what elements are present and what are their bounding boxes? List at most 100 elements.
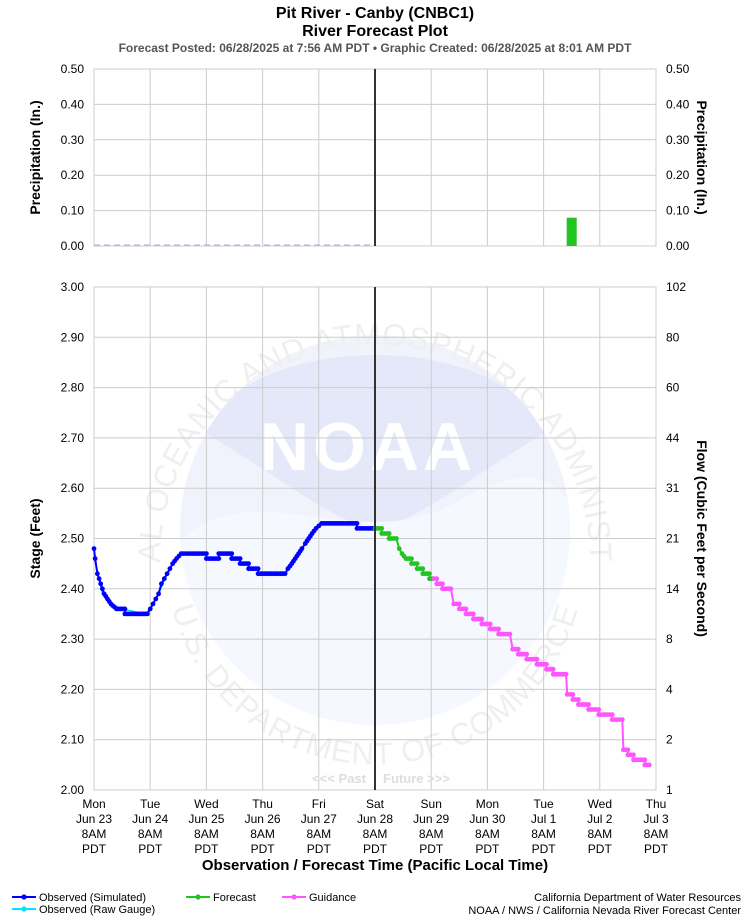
series-point-guidance	[576, 697, 581, 702]
stage-panel: 2.00 2.10 2.20 2.30 2.40 2.50 2.60 2.70 2.80 2.90…	[27, 280, 710, 874]
legend-label-guidance: Guidance	[309, 892, 356, 904]
series-point-observed_sim	[96, 576, 102, 582]
series-point-observed_sim	[246, 561, 252, 566]
x-tick-label: Thu	[646, 797, 667, 811]
series-point-guidance	[524, 651, 530, 657]
precip-bar	[566, 217, 577, 246]
series-point-observed_sim	[237, 556, 243, 561]
chart-subtitle: River Forecast Plot	[302, 23, 449, 40]
noaa-watermark-wave	[180, 477, 570, 725]
series-point-observed_sim	[100, 586, 105, 592]
x-tick-label: PDT	[644, 842, 669, 856]
x-tick-label: 8AM	[363, 827, 388, 841]
series-point-guidance	[642, 757, 648, 763]
series-point-guidance	[456, 601, 462, 607]
series-point-observed_sim	[145, 611, 150, 617]
series-point-guidance	[440, 581, 445, 587]
series-point-forecast	[420, 566, 426, 572]
x-tick-label: Jul 3	[643, 812, 669, 826]
stage-ytick-left: 2.90	[61, 330, 85, 344]
series-point-guidance	[471, 611, 476, 617]
series-point-observed_sim	[91, 546, 97, 551]
series-point-observed_sim	[164, 571, 170, 577]
series-point-guidance	[625, 747, 631, 753]
x-tick-label: PDT	[307, 842, 332, 856]
legend-marker-forecast	[195, 894, 201, 900]
series-point-guidance	[563, 671, 569, 677]
series-point-guidance	[507, 631, 513, 637]
x-tick-label: Sun	[421, 797, 442, 811]
x-tick-label: PDT	[532, 842, 557, 856]
series-point-forecast	[386, 531, 392, 536]
x-tick-label: 8AM	[587, 827, 612, 841]
flow-ytick-right: 1	[666, 783, 673, 797]
x-tick-label: Jun 26	[245, 812, 281, 826]
x-tick-label: 8AM	[138, 827, 163, 841]
precip-ytick-left: 0.30	[61, 133, 85, 147]
x-tick-label: Jun 23	[76, 812, 112, 826]
series-point-observed_sim	[204, 551, 209, 556]
x-tick-label: Mon	[476, 797, 499, 811]
series-point-observed_sim	[167, 566, 173, 572]
x-tick-label: Jun 28	[357, 812, 393, 826]
precip-ytick-right: 0.00	[666, 239, 690, 253]
series-point-observed_sim	[161, 576, 167, 582]
x-tick-label: Jun 27	[301, 812, 337, 826]
x-tick-label: 8AM	[82, 827, 107, 841]
x-tick-label: 8AM	[644, 827, 669, 841]
series-point-observed_sim	[153, 596, 159, 602]
legend-label-forecast: Forecast	[213, 892, 256, 904]
series-point-forecast	[414, 561, 420, 566]
series-point-guidance	[463, 606, 469, 612]
precip-ytick-left: 0.00	[61, 239, 85, 253]
past-label: <<< Past	[312, 771, 367, 786]
legend-marker-observed_raw	[21, 906, 27, 912]
flow-ytick-right: 4	[666, 682, 673, 696]
series-point-guidance	[550, 666, 556, 672]
stage-ytick-left: 2.40	[61, 582, 85, 596]
series-point-guidance	[609, 712, 615, 717]
x-tick-label: Sat	[366, 797, 385, 811]
series-point-guidance	[496, 626, 501, 632]
flow-ytick-right: 2	[666, 733, 673, 747]
flow-ytick-right: 80	[666, 330, 680, 344]
series-point-guidance	[434, 576, 440, 582]
stage-ytick-left: 2.20	[61, 682, 85, 696]
x-tick-label: 8AM	[306, 827, 331, 841]
precip-ytick-right: 0.40	[666, 97, 690, 111]
series-point-guidance	[596, 707, 602, 712]
x-tick-label: PDT	[194, 842, 219, 856]
x-tick-label: 8AM	[531, 827, 556, 841]
stage-ytick-left: 3.00	[61, 280, 85, 294]
series-point-observed_sim	[159, 581, 164, 587]
flow-ytick-right: 102	[666, 280, 686, 294]
x-tick-label: Wed	[194, 797, 218, 811]
precip-ytick-left: 0.50	[61, 62, 85, 76]
precip-ylabel-right: Precipitation (In.)	[694, 100, 710, 214]
stage-ytick-left: 2.00	[61, 783, 85, 797]
series-point-guidance	[544, 661, 549, 667]
legend-label-observed_raw: Observed (Raw Gauge)	[39, 904, 155, 916]
stage-ytick-left: 2.70	[61, 431, 85, 445]
series-point-guidance	[515, 646, 521, 652]
series-point-observed_sim	[98, 581, 104, 587]
stage-ytick-left: 2.30	[61, 632, 85, 646]
stage-ytick-left: 2.60	[61, 481, 85, 495]
x-tick-label: PDT	[82, 842, 107, 856]
precip-ylabel-left: Precipitation (In.)	[27, 100, 43, 214]
series-point-forecast	[394, 536, 399, 541]
stage-ytick-left: 2.10	[61, 733, 85, 747]
x-tick-label: PDT	[588, 842, 613, 856]
x-tick-label: 8AM	[250, 827, 275, 841]
series-point-observed_sim	[229, 551, 235, 556]
x-tick-label: PDT	[363, 842, 388, 856]
series-point-guidance	[619, 717, 625, 722]
noaa-watermark-logo-text: NOAA	[260, 409, 476, 485]
x-tick-label: PDT	[251, 842, 276, 856]
series-point-observed_sim	[92, 556, 98, 561]
x-tick-label: Jul 2	[587, 812, 613, 826]
flow-ytick-right: 8	[666, 632, 673, 646]
posted-info: Forecast Posted: 06/28/2025 at 7:56 AM P…	[119, 41, 633, 55]
series-line-observed_raw	[93, 553, 182, 615]
